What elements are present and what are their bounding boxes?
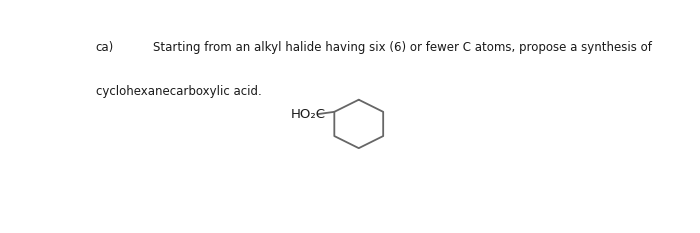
Text: ca): ca) (96, 41, 114, 54)
Text: HO₂C: HO₂C (291, 108, 326, 120)
Text: Starting from an alkyl halide having six (6) or fewer C atoms, propose a synthes: Starting from an alkyl halide having six… (153, 41, 652, 54)
Text: cyclohexanecarboxylic acid.: cyclohexanecarboxylic acid. (96, 85, 261, 98)
